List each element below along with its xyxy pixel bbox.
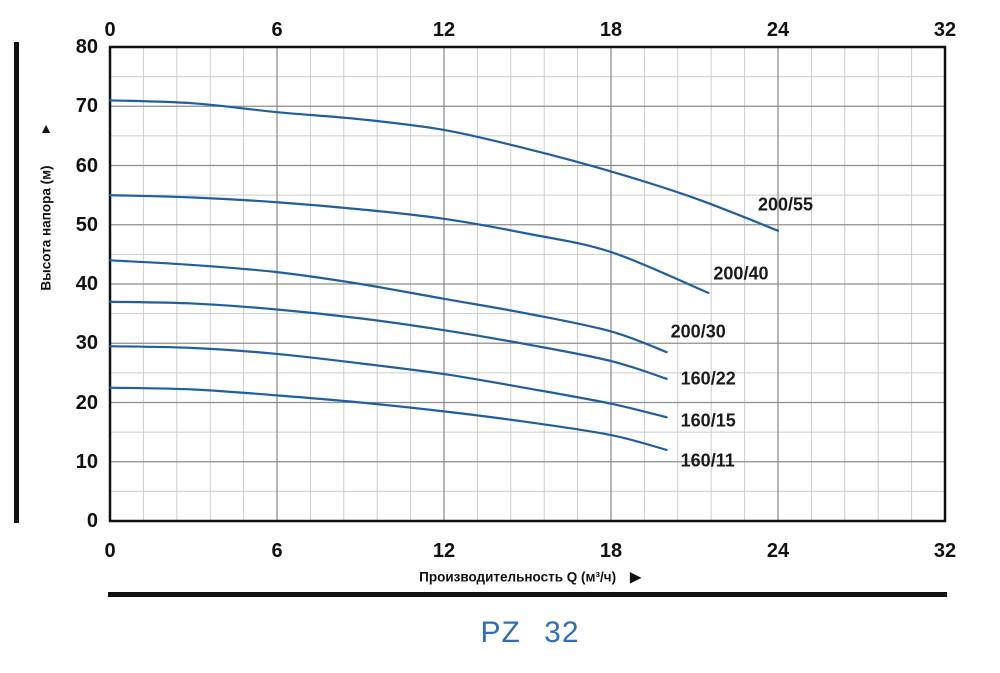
x-axis-title-text: Производительность Q (м³/ч) bbox=[419, 569, 617, 585]
curve-200/30 bbox=[108, 259, 668, 354]
curve-200/40 bbox=[108, 194, 710, 294]
curve-160/15 bbox=[108, 345, 668, 419]
curve-160/22 bbox=[108, 300, 668, 380]
bottom-thick-rule bbox=[108, 592, 947, 597]
y-axis-arrow-icon: ▲ bbox=[39, 120, 53, 136]
chart-title: PZ 32 bbox=[480, 616, 580, 649]
left-thick-rule bbox=[14, 42, 19, 523]
curve-160/11 bbox=[108, 386, 668, 451]
y-axis-title: Высота напора (м) bbox=[38, 165, 54, 291]
plot-frame bbox=[108, 45, 947, 523]
x-axis-title: Производительность Q (м³/ч) ▶ bbox=[419, 569, 641, 586]
curve-200/55 bbox=[108, 99, 780, 232]
x-axis-arrow-icon: ▶ bbox=[630, 568, 641, 585]
